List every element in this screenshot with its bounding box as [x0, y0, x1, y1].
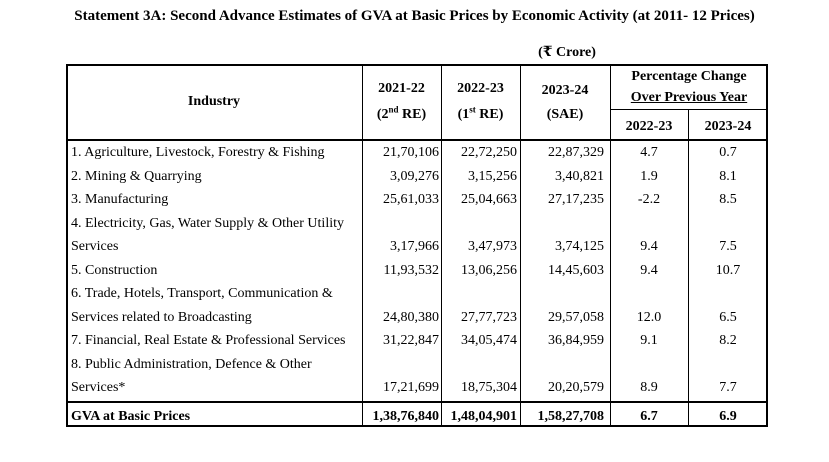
header-2021-22: 2021-22	[378, 81, 425, 96]
row-label: 2. Mining & Quarrying	[71, 168, 202, 184]
value-2022-23: 34,05,474	[461, 333, 517, 348]
pct-2023-24: 8.1	[719, 168, 737, 184]
unit-label: (₹ Crore)	[538, 45, 596, 60]
value-2023-24: 27,17,235	[548, 192, 604, 207]
row-label: 8. Public Administration, Defence & Othe…	[71, 356, 312, 372]
pct-2023-24: 6.5	[719, 309, 737, 325]
pct-2022-23: -2.2	[637, 192, 661, 207]
value-2021-22: 24,80,380	[383, 309, 439, 325]
pct-2022-23: 1.9	[640, 168, 658, 184]
pct-header-divider	[610, 109, 768, 110]
header-divider	[66, 139, 768, 141]
total-pct-2023-24: 6.9	[719, 409, 737, 424]
value-2022-23: 22,72,250	[461, 145, 517, 160]
value-2022-23: 3,47,973	[468, 239, 517, 254]
row-label: Services*	[71, 380, 126, 395]
value-2023-24: 36,84,959	[548, 333, 604, 348]
pct-2022-23: 4.7	[640, 145, 658, 160]
header-2022-23-sub: (1st RE)	[457, 104, 504, 122]
value-2022-23: 13,06,256	[461, 262, 517, 278]
value-2021-22: 3,17,966	[390, 239, 439, 254]
col-divider	[441, 64, 442, 427]
row-label: Services	[71, 239, 119, 254]
row-label: 3. Manufacturing	[71, 192, 169, 207]
row-label: 4. Electricity, Gas, Water Supply & Othe…	[71, 215, 344, 231]
pct-2023-24: 8.2	[719, 333, 737, 348]
value-2023-24: 22,87,329	[548, 145, 604, 160]
value-2023-24: 3,40,821	[555, 168, 604, 184]
value-2021-22: 21,70,106	[383, 145, 439, 160]
header-pct-2023-24: 2023-24	[704, 119, 752, 134]
header-pct-change: Percentage Change	[631, 69, 747, 84]
header-2023-24-sub: (SAE)	[546, 107, 584, 122]
pct-2023-24: 0.7	[719, 145, 737, 160]
value-2022-23: 25,04,663	[461, 192, 517, 207]
pct-2022-23: 8.9	[640, 380, 658, 395]
pct-2022-23: 12.0	[636, 309, 662, 325]
header-2022-23: 2022-23	[457, 81, 504, 96]
col-divider	[520, 64, 521, 427]
value-2021-22: 11,93,532	[383, 262, 439, 278]
total-2022-23: 1,48,04,901	[450, 409, 518, 424]
statement-title: Statement 3A: Second Advance Estimates o…	[74, 8, 755, 24]
pct-2023-24: 7.7	[719, 380, 737, 395]
pct-2023-24: 8.5	[719, 192, 737, 207]
col-divider	[688, 110, 689, 427]
col-divider	[362, 64, 363, 427]
pct-2023-24: 10.7	[715, 262, 741, 278]
value-2023-24: 29,57,058	[548, 309, 604, 325]
value-2021-22: 25,61,033	[383, 192, 439, 207]
header-2023-24: 2023-24	[541, 83, 589, 98]
value-2022-23: 27,77,723	[461, 309, 517, 325]
value-2021-22: 3,09,276	[390, 168, 439, 184]
pct-2023-24: 7.5	[719, 239, 737, 254]
row-label: 5. Construction	[71, 262, 158, 278]
pct-2022-23: 9.4	[640, 239, 658, 254]
value-2023-24: 3,74,125	[555, 239, 604, 254]
gva-table	[66, 64, 768, 427]
pct-2022-23: 9.1	[640, 333, 658, 348]
header-pct-2022-23: 2022-23	[625, 119, 673, 134]
total-divider	[66, 401, 768, 403]
value-2022-23: 18,75,304	[461, 380, 517, 395]
header-pct-over-prev: Over Previous Year	[630, 90, 748, 105]
header-2021-22-sub: (2nd RE)	[376, 104, 427, 122]
total-2023-24: 1,58,27,708	[537, 409, 605, 424]
header-industry: Industry	[187, 94, 241, 109]
total-label: GVA at Basic Prices	[71, 409, 191, 424]
value-2021-22: 31,22,847	[383, 333, 439, 348]
total-2021-22: 1,38,76,840	[372, 409, 440, 424]
total-pct-2022-23: 6.7	[640, 409, 658, 424]
pct-2022-23: 9.4	[640, 262, 658, 278]
row-label: 6. Trade, Hotels, Transport, Communicati…	[71, 286, 333, 301]
value-2022-23: 3,15,256	[468, 168, 517, 184]
value-2023-24: 20,20,579	[548, 380, 604, 395]
value-2021-22: 17,21,699	[383, 380, 439, 395]
col-divider	[610, 64, 611, 427]
row-label: Services related to Broadcasting	[71, 309, 252, 325]
value-2023-24: 14,45,603	[548, 262, 604, 278]
row-label: 7. Financial, Real Estate & Professional…	[71, 333, 346, 348]
row-label: 1. Agriculture, Livestock, Forestry & Fi…	[71, 145, 325, 160]
